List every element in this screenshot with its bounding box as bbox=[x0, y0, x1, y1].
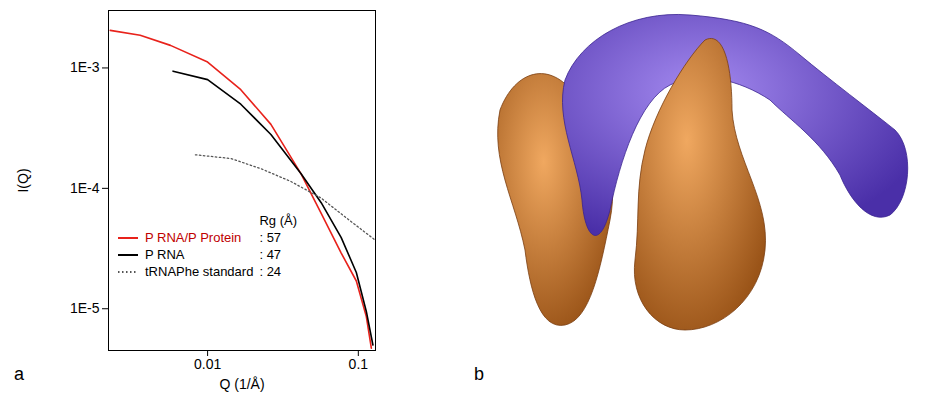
svg-text:1E-3: 1E-3 bbox=[70, 59, 100, 75]
svg-text:0.1: 0.1 bbox=[349, 356, 369, 372]
html-text:a: a bbox=[14, 364, 24, 384]
svg-text:0.01: 0.01 bbox=[194, 356, 221, 372]
html-text:P RNA: P RNA bbox=[145, 247, 185, 262]
html-text:: 57: : 57 bbox=[259, 230, 282, 245]
html-text:: 47: : 47 bbox=[259, 247, 282, 262]
svg-text:I(Q): I(Q) bbox=[15, 168, 31, 192]
svg-text:1E-5: 1E-5 bbox=[70, 300, 100, 316]
html-text:tRNAPhe standard : 24: tRNAPhe standard : 24 bbox=[145, 264, 282, 279]
html-text:Rg (Å): Rg (Å) bbox=[259, 213, 297, 228]
html-text:P RNA/P Protein: P RNA/P Protein bbox=[145, 230, 242, 245]
svg-text:Q (1/Å): Q (1/Å) bbox=[219, 376, 264, 392]
html-text:b: b bbox=[474, 364, 484, 384]
svg-text:1E-4: 1E-4 bbox=[70, 180, 100, 196]
